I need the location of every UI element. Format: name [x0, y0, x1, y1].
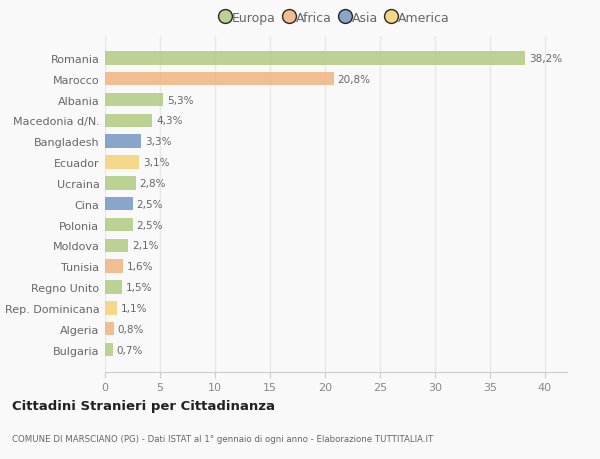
Text: COMUNE DI MARSCIANO (PG) - Dati ISTAT al 1° gennaio di ogni anno - Elaborazione : COMUNE DI MARSCIANO (PG) - Dati ISTAT al…: [12, 434, 433, 443]
Text: 4,3%: 4,3%: [156, 116, 182, 126]
Bar: [105, 73, 334, 86]
Text: 2,8%: 2,8%: [140, 179, 166, 189]
Legend: Europa, Africa, Asia, America: Europa, Africa, Asia, America: [220, 9, 452, 27]
Bar: [105, 197, 133, 211]
Text: 1,1%: 1,1%: [121, 303, 148, 313]
Text: 3,1%: 3,1%: [143, 158, 169, 168]
Bar: [105, 343, 113, 357]
Text: 1,5%: 1,5%: [125, 282, 152, 292]
Text: 20,8%: 20,8%: [338, 74, 371, 84]
Text: Cittadini Stranieri per Cittadinanza: Cittadini Stranieri per Cittadinanza: [12, 399, 275, 412]
Text: 38,2%: 38,2%: [529, 54, 562, 64]
Text: 2,1%: 2,1%: [132, 241, 158, 251]
Text: 2,5%: 2,5%: [136, 220, 163, 230]
Bar: [105, 114, 152, 128]
Bar: [105, 239, 128, 252]
Bar: [105, 280, 121, 294]
Text: 1,6%: 1,6%: [127, 262, 153, 272]
Text: 0,7%: 0,7%: [116, 345, 143, 355]
Text: 2,5%: 2,5%: [136, 199, 163, 209]
Bar: [105, 260, 122, 274]
Bar: [105, 156, 139, 169]
Text: 5,3%: 5,3%: [167, 95, 194, 105]
Bar: [105, 302, 117, 315]
Bar: [105, 135, 142, 149]
Bar: [105, 322, 114, 336]
Text: 0,8%: 0,8%: [118, 324, 144, 334]
Bar: [105, 52, 525, 66]
Bar: [105, 218, 133, 232]
Bar: [105, 177, 136, 190]
Text: 3,3%: 3,3%: [145, 137, 172, 147]
Bar: [105, 94, 163, 107]
